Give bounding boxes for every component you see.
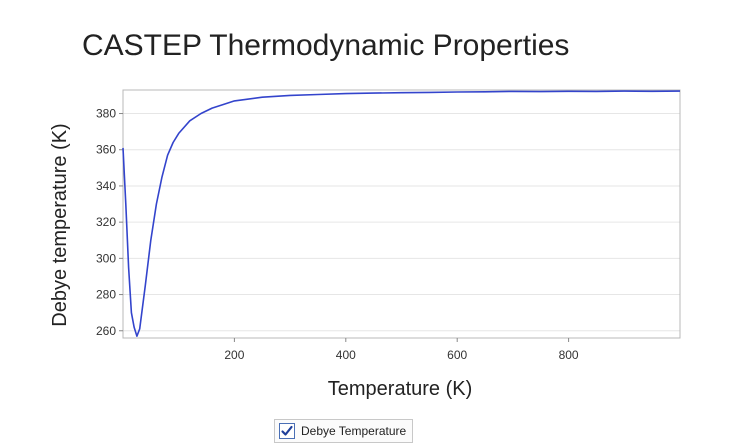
legend-label: Debye Temperature <box>301 424 407 438</box>
y-tick-label: 360 <box>96 143 116 157</box>
chart-title: CASTEP Thermodynamic Properties <box>82 29 570 62</box>
y-tick-label: 260 <box>96 324 116 338</box>
x-tick-label: 200 <box>224 348 244 362</box>
checkmark-icon <box>281 425 293 436</box>
legend[interactable]: Debye Temperature <box>274 419 414 443</box>
y-tick-label: 340 <box>96 179 116 193</box>
y-tick-label: 380 <box>96 107 116 121</box>
y-tick-label: 300 <box>96 251 116 265</box>
x-tick-label: 600 <box>447 348 467 362</box>
y-tick-label: 280 <box>96 288 116 302</box>
x-tick-label: 800 <box>559 348 579 362</box>
x-tick-label: 400 <box>336 348 356 362</box>
plot-area-frame <box>122 89 681 339</box>
y-tick-label: 320 <box>96 215 116 229</box>
legend-checkbox[interactable] <box>279 423 295 439</box>
series-line-debye-temperature <box>122 90 681 338</box>
x-axis-label: Temperature (K) <box>327 378 473 400</box>
